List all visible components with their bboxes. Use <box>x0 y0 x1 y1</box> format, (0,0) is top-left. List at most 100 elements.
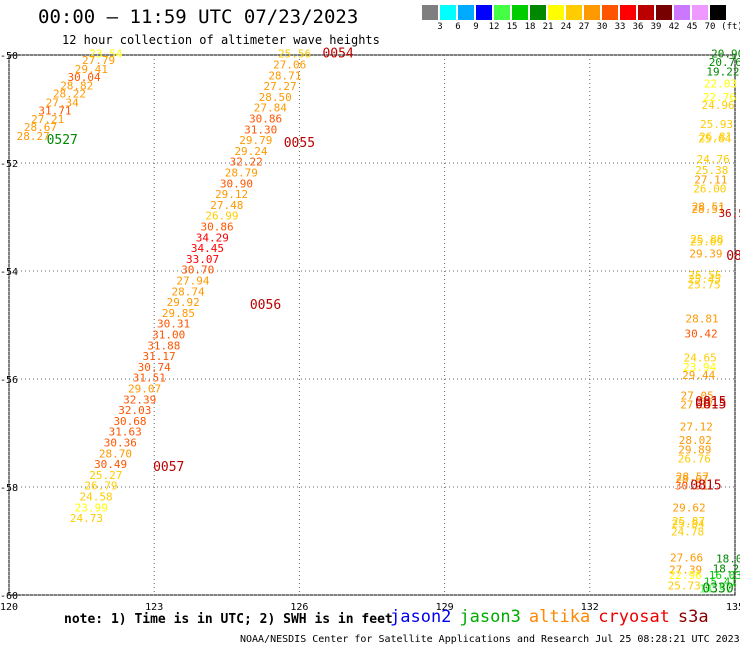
swh-value-label: 27.21 <box>31 113 64 126</box>
swh-value-label: 36.50 <box>718 207 740 220</box>
swh-value-label: 27.12 <box>680 420 713 433</box>
color-tick-label: 12 <box>488 22 500 32</box>
swh-value-label: 28.02 <box>679 434 712 447</box>
swh-value-label: 18.00 <box>716 553 740 566</box>
swh-value-label: 24.65 <box>684 352 717 365</box>
swh-value-label: 22.03 <box>704 77 737 90</box>
pass-time-label: 0054 <box>322 47 353 62</box>
color-tick-label: 9 <box>473 22 479 32</box>
satellite-legend-item: altika <box>528 607 591 627</box>
swh-value-label: 28.67 <box>675 473 708 486</box>
swh-value-label: 25.84 <box>671 518 704 531</box>
swh-value-label: 25.88 <box>690 233 723 246</box>
credit-line: NOAA/NESDIS Center for Satellite Applica… <box>240 634 740 645</box>
satellite-legend-item: cryosat <box>598 607 670 627</box>
color-unit-label: (ft) <box>721 22 740 32</box>
swh-value-label: 29.07 <box>128 383 161 396</box>
swh-value-label: 26.79 <box>84 480 117 493</box>
swh-value-label: 28.22 <box>53 88 86 101</box>
pass-time-label: 0330 <box>702 581 733 596</box>
swh-value-label: 32.22 <box>230 156 263 169</box>
swh-value-label: 24.96 <box>701 99 734 112</box>
swh-value-label: 24.73 <box>70 512 103 525</box>
swh-value-label: 30.91 <box>675 480 708 493</box>
x-tick-label: 132 <box>581 602 599 613</box>
swh-value-label: 34.29 <box>196 231 229 244</box>
color-swatch <box>710 5 726 20</box>
swh-value-label: 23.94 <box>683 361 716 374</box>
color-swatch <box>566 5 582 20</box>
swh-value-label: 31.51 <box>133 372 166 385</box>
swh-value-label: 28.74 <box>172 285 205 298</box>
swh-value-label: 25.87 <box>672 515 705 528</box>
swh-value-label: 32.39 <box>123 393 156 406</box>
swh-value-label: 25.69 <box>690 236 723 249</box>
swh-value-label: 31.63 <box>109 426 142 439</box>
swh-value-label: 26.81 <box>699 130 732 143</box>
pass-time-label: 0055 <box>284 136 315 151</box>
swh-value-label: 25.56 <box>278 48 311 61</box>
color-swatch <box>656 5 672 20</box>
swh-value-label: 30.86 <box>249 113 282 126</box>
swh-value-label: 28.27 <box>17 130 50 143</box>
swh-value-label: 29.89 <box>678 444 711 457</box>
pass-time-label: 08 <box>726 249 740 264</box>
swh-value-label: 27.34 <box>46 96 79 109</box>
color-swatch <box>638 5 654 20</box>
swh-value-label: 29.62 <box>672 501 705 514</box>
color-swatch <box>692 5 708 20</box>
swh-value-label: 33.07 <box>186 253 219 266</box>
satellite-legend-item: jason3 <box>459 607 521 627</box>
swh-value-label: 30.90 <box>220 177 253 190</box>
swh-value-label: 28.71 <box>268 69 301 82</box>
color-tick-label: 30 <box>596 22 608 32</box>
color-tick-label: 36 <box>632 22 644 32</box>
swh-value-label: 26.00 <box>693 183 726 196</box>
swh-value-label: 25.45 <box>688 273 721 286</box>
color-swatch <box>674 5 690 20</box>
color-tick-label: 27 <box>578 22 590 32</box>
color-swatch <box>620 5 636 20</box>
swh-value-label: 25.73 <box>668 580 701 593</box>
swh-value-label: 24.78 <box>671 526 704 539</box>
color-tick-label: 6 <box>455 22 461 32</box>
swh-value-label: 18.28 <box>713 562 740 575</box>
swh-value-label: 29.85 <box>162 307 195 320</box>
swh-value-label: 25.64 <box>698 132 731 145</box>
swh-value-label: 28.57 <box>676 471 709 484</box>
y-tick-label: -50 <box>0 51 18 62</box>
swh-value-label: 25.75 <box>687 278 720 291</box>
swh-value-label: 30.86 <box>201 221 234 234</box>
swh-value-label: 28.51 <box>692 201 725 214</box>
color-tick-label: 42 <box>668 22 680 32</box>
color-tick-label: 18 <box>524 22 536 32</box>
y-tick-label: -58 <box>0 483 18 494</box>
color-swatch <box>584 5 600 20</box>
swh-value-label: 30.70 <box>181 264 214 277</box>
color-swatch <box>440 5 456 20</box>
swh-value-label: 32.03 <box>118 404 151 417</box>
swh-value-label: 34.45 <box>191 242 224 255</box>
color-swatch <box>476 5 492 20</box>
satellite-legend-item: jason2 <box>390 607 452 627</box>
pass-time-label: 0057 <box>153 460 184 475</box>
swh-value-label: 27.27 <box>263 80 296 93</box>
x-tick-label: 123 <box>145 602 163 613</box>
x-tick-label: 135 <box>726 602 740 613</box>
color-tick-label: 39 <box>650 22 662 32</box>
swh-value-label: 27.06 <box>273 59 306 72</box>
swh-value-label: 29.44 <box>682 369 715 382</box>
swh-value-label: 31.17 <box>142 350 175 363</box>
swh-value-label: 27.37 <box>680 399 713 412</box>
color-swatch <box>494 5 510 20</box>
swh-value-label: 30.04 <box>67 71 100 84</box>
swh-value-label: 28.67 <box>24 121 57 134</box>
color-swatch <box>458 5 474 20</box>
color-tick-label: 21 <box>542 22 554 32</box>
swh-value-label: 27.39 <box>669 563 702 576</box>
satellite-legend-item: s3a <box>677 607 709 627</box>
swh-value-label: 26.76 <box>678 453 711 466</box>
map-frame <box>8 54 736 596</box>
pass-time-label: 0056 <box>250 298 281 313</box>
swh-value-label: 31.30 <box>244 123 277 136</box>
